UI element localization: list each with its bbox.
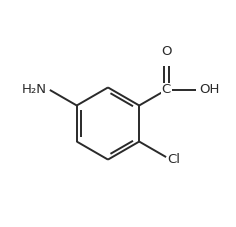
Text: H₂N: H₂N bbox=[22, 84, 47, 96]
Text: OH: OH bbox=[199, 84, 219, 96]
Text: C: C bbox=[161, 84, 171, 96]
Text: Cl: Cl bbox=[168, 153, 181, 165]
Text: O: O bbox=[161, 45, 171, 58]
